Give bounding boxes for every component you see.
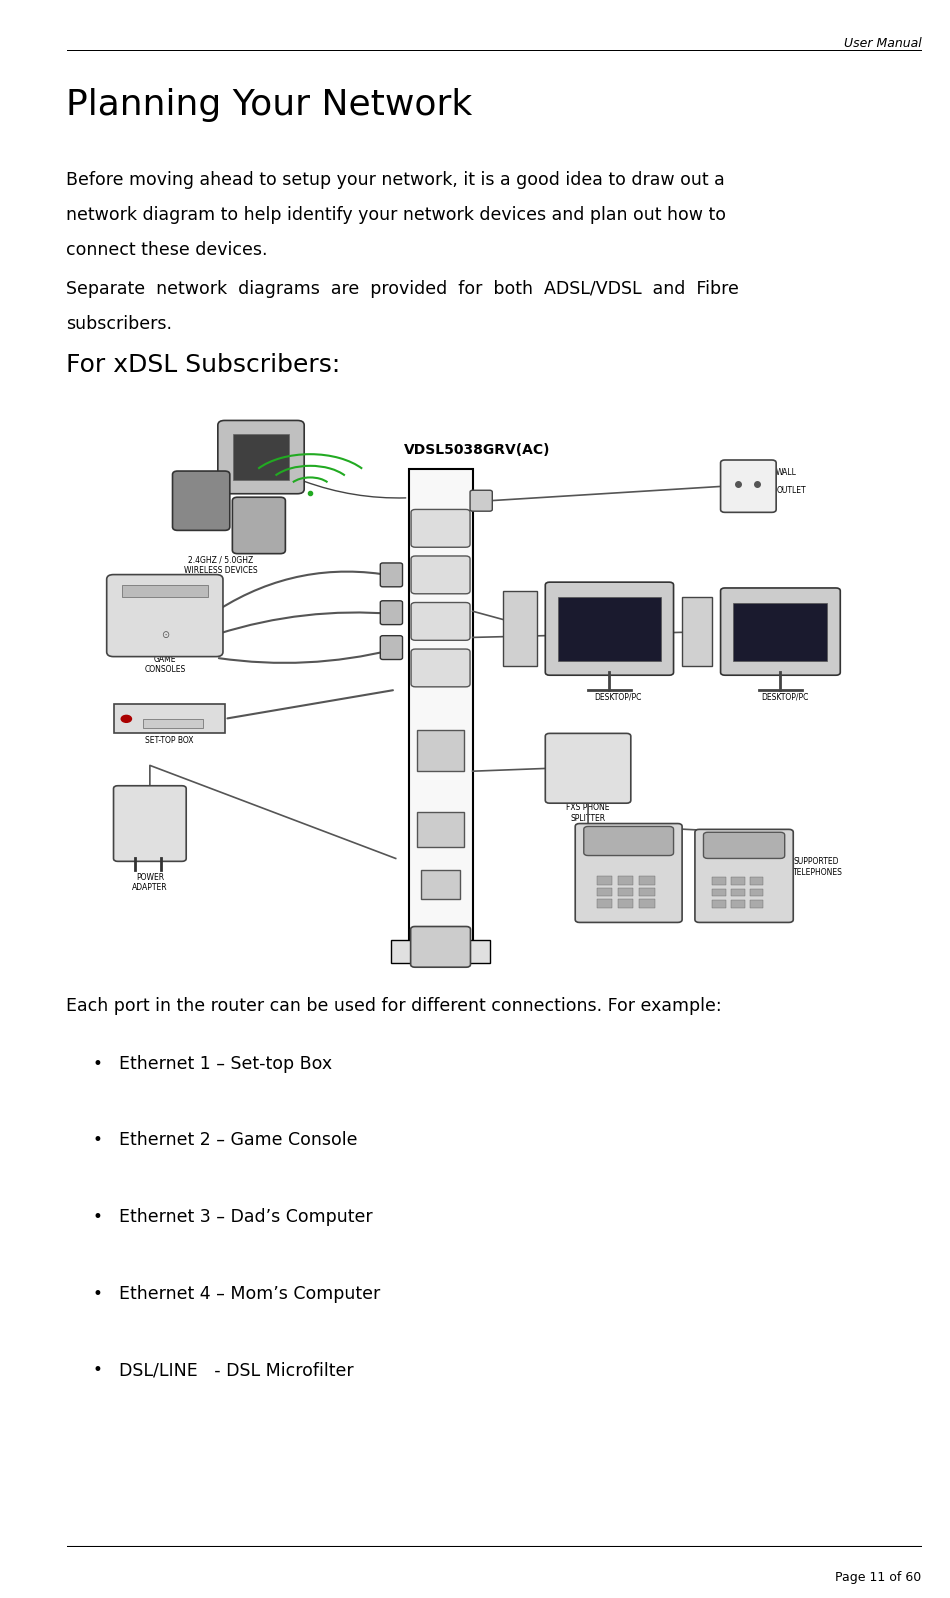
FancyBboxPatch shape [411,649,470,687]
Text: POWER
ADAPTER: POWER ADAPTER [132,873,168,892]
Text: Ethernet 3 – Dad’s Computer: Ethernet 3 – Dad’s Computer [119,1208,372,1226]
Bar [682,596,712,666]
FancyBboxPatch shape [575,823,682,922]
Bar [639,887,655,896]
FancyBboxPatch shape [58,390,928,980]
Text: •: • [93,1131,103,1149]
FancyBboxPatch shape [233,497,285,553]
Text: OUTLET: OUTLET [776,486,806,495]
Bar [597,900,612,908]
FancyBboxPatch shape [545,733,631,804]
Text: SUPPORTED
TELEPHONES: SUPPORTED TELEPHONES [793,858,844,877]
FancyBboxPatch shape [173,471,230,531]
Bar [422,869,460,900]
Text: Before moving ahead to setup your network, it is a good idea to draw out a: Before moving ahead to setup your networ… [66,171,725,189]
FancyBboxPatch shape [694,829,793,922]
Bar [559,596,661,660]
Bar [639,876,655,885]
FancyBboxPatch shape [721,588,840,676]
Text: Ethernet 1 – Set-top Box: Ethernet 1 – Set-top Box [119,1055,332,1072]
Bar [733,602,827,660]
Text: Planning Your Network: Planning Your Network [66,88,473,121]
FancyBboxPatch shape [380,601,403,625]
Text: User Manual: User Manual [844,37,922,50]
FancyBboxPatch shape [380,562,403,586]
FancyBboxPatch shape [721,460,776,513]
Text: connect these devices.: connect these devices. [66,241,268,259]
Bar [122,585,207,596]
FancyBboxPatch shape [114,786,186,861]
FancyBboxPatch shape [703,833,785,858]
FancyBboxPatch shape [411,602,470,641]
FancyBboxPatch shape [583,826,674,855]
Text: GAME
CONSOLES: GAME CONSOLES [144,655,185,674]
Text: •: • [93,1208,103,1226]
Bar [712,877,726,885]
FancyBboxPatch shape [470,491,492,511]
Circle shape [122,716,131,722]
Text: ⊙: ⊙ [161,630,169,641]
Text: FXS PHONE
SPLITTER: FXS PHONE SPLITTER [566,804,610,823]
Text: WALL: WALL [776,468,797,476]
Bar [639,900,655,908]
Text: VDSL5038GRV(AC): VDSL5038GRV(AC) [404,443,550,457]
Bar [417,730,464,772]
Bar [750,877,764,885]
Bar [618,900,634,908]
Bar [618,887,634,896]
Bar [597,876,612,885]
Text: 2.4GHZ / 5.0GHZ
WIRELESS DEVICES: 2.4GHZ / 5.0GHZ WIRELESS DEVICES [183,556,257,575]
FancyBboxPatch shape [410,927,470,967]
Bar [731,888,745,896]
Text: DESKTOP/PC: DESKTOP/PC [761,692,808,702]
Bar [712,888,726,896]
Text: DESKTOP/PC: DESKTOP/PC [595,692,641,702]
Text: subscribers.: subscribers. [66,315,173,332]
Text: For xDSL Subscribers:: For xDSL Subscribers: [66,353,341,377]
Text: Ethernet 4 – Mom’s Computer: Ethernet 4 – Mom’s Computer [119,1285,380,1302]
Bar [391,940,490,964]
Bar [731,877,745,885]
Text: DSL/LINE   - DSL Microfilter: DSL/LINE - DSL Microfilter [119,1361,353,1379]
FancyBboxPatch shape [411,510,470,547]
FancyBboxPatch shape [411,556,470,594]
Text: •: • [93,1285,103,1302]
Text: Page 11 of 60: Page 11 of 60 [835,1571,921,1584]
Text: •: • [93,1055,103,1072]
Bar [750,888,764,896]
Bar [597,887,612,896]
Text: •: • [93,1361,103,1379]
Text: network diagram to help identify your network devices and plan out how to: network diagram to help identify your ne… [66,206,727,224]
FancyBboxPatch shape [380,636,403,660]
Bar [503,591,537,666]
Bar [731,900,745,908]
Text: Each port in the router can be used for different connections. For example:: Each port in the router can be used for … [66,997,722,1015]
Bar [618,876,634,885]
Bar [750,900,764,908]
FancyBboxPatch shape [218,420,304,494]
Bar [114,705,225,733]
Text: Separate  network  diagrams  are  provided  for  both  ADSL/VDSL  and  Fibre: Separate network diagrams are provided f… [66,280,739,297]
Bar [417,812,464,847]
Text: Ethernet 2 – Game Console: Ethernet 2 – Game Console [119,1131,357,1149]
Bar [712,900,726,908]
FancyBboxPatch shape [545,582,674,676]
Bar [143,719,203,727]
FancyBboxPatch shape [106,575,223,657]
Bar [234,433,289,481]
Bar [408,468,473,946]
Text: SET-TOP BOX: SET-TOP BOX [144,737,194,745]
